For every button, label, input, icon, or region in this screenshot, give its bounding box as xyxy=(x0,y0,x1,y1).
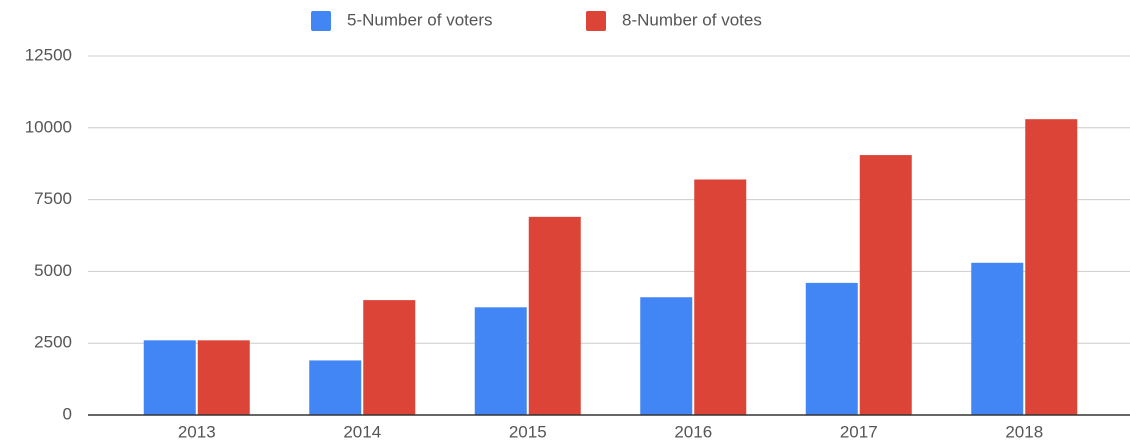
legend-label: 5-Number of voters xyxy=(347,10,493,29)
legend-swatch xyxy=(586,11,606,31)
x-tick-label: 2018 xyxy=(1005,422,1043,441)
y-tick-label: 5000 xyxy=(34,261,72,280)
legend-swatch xyxy=(311,11,331,31)
bar xyxy=(197,340,250,415)
y-tick-label: 0 xyxy=(63,404,72,423)
y-tick-label: 2500 xyxy=(34,333,72,352)
y-tick-label: 7500 xyxy=(34,189,72,208)
bar xyxy=(971,262,1024,415)
bar xyxy=(1025,119,1078,416)
bar xyxy=(859,155,912,416)
bar xyxy=(694,179,747,415)
bar xyxy=(528,216,581,415)
bar xyxy=(640,297,693,415)
x-tick-label: 2016 xyxy=(674,422,712,441)
y-tick-label: 10000 xyxy=(25,117,72,136)
x-tick-label: 2017 xyxy=(840,422,878,441)
bar xyxy=(309,360,362,415)
bar xyxy=(363,300,416,415)
legend-label: 8-Number of votes xyxy=(622,10,762,29)
y-tick-label: 12500 xyxy=(25,45,72,64)
x-tick-label: 2015 xyxy=(509,422,547,441)
bar xyxy=(143,340,196,415)
bar xyxy=(474,307,527,415)
x-tick-label: 2013 xyxy=(178,422,216,441)
x-tick-label: 2014 xyxy=(343,422,381,441)
bar xyxy=(805,282,858,415)
